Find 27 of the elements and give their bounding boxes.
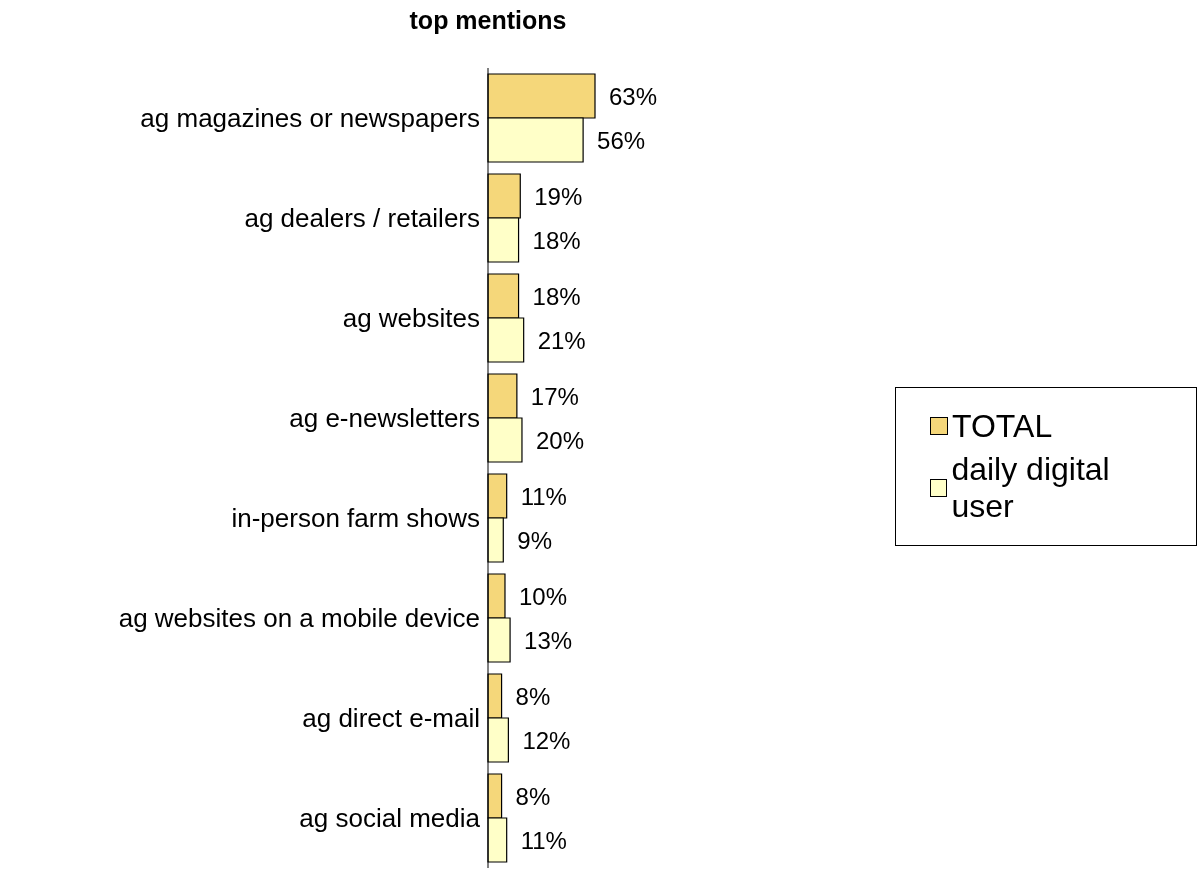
data-label: 18% — [532, 226, 581, 254]
legend-label: TOTAL — [952, 407, 1053, 445]
y-tick-label: in-person farm shows — [231, 503, 480, 534]
legend-label: daily digital user — [951, 450, 1111, 525]
data-label: 8% — [515, 682, 551, 710]
data-label: 8% — [515, 782, 551, 810]
data-label: 21% — [537, 326, 586, 354]
data-label: 11% — [520, 482, 567, 510]
data-label: 12% — [522, 726, 571, 754]
y-tick-label: ag e-newsletters — [289, 403, 480, 434]
data-label: 10% — [518, 582, 568, 610]
data-label: 63% — [609, 82, 658, 110]
data-label: 19% — [534, 182, 583, 210]
y-tick-label: ag direct e-mail — [302, 703, 480, 734]
data-label: 11% — [520, 826, 567, 854]
data-label: 18% — [532, 282, 581, 310]
data-label: 9% — [517, 526, 552, 554]
y-tick-label: ag websites — [342, 303, 480, 334]
data-label: 20% — [535, 426, 585, 454]
data-label: 13% — [524, 626, 573, 654]
y-tick-label: ag magazines or newspapers — [140, 103, 480, 134]
data-label: 56% — [597, 126, 646, 154]
y-tick-label: ag dealers / retailers — [244, 203, 480, 234]
chart-title: top mentions — [408, 6, 568, 35]
y-tick-label: ag websites on a mobile device — [118, 603, 480, 634]
y-tick-label: ag social media — [299, 803, 481, 834]
data-label: 17% — [530, 382, 579, 410]
